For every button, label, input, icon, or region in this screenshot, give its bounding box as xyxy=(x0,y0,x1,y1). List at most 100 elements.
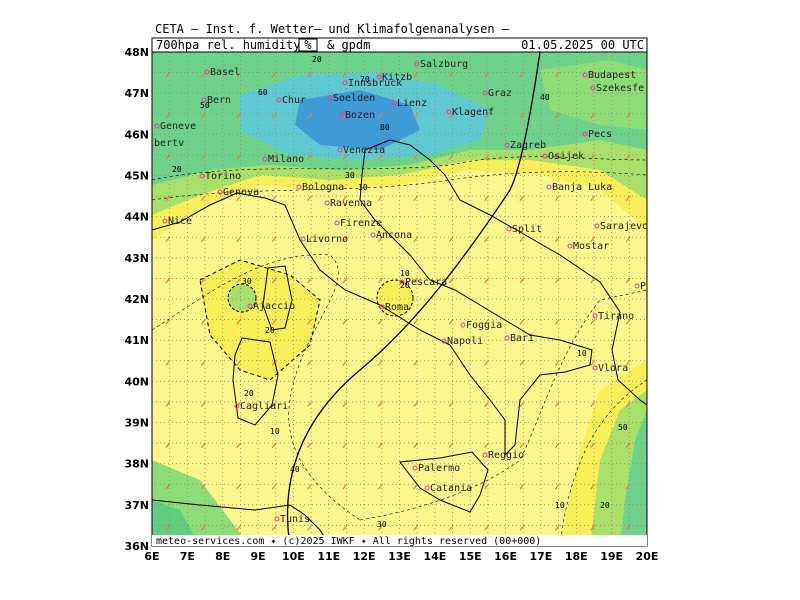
wind-arrow xyxy=(236,318,242,325)
city-label: Reggio xyxy=(488,450,524,461)
city-marker xyxy=(339,112,345,118)
city-marker xyxy=(414,61,420,67)
lat-label: 47N xyxy=(124,87,149,100)
city-marker xyxy=(482,452,488,458)
city-marker xyxy=(334,220,340,226)
city-label: Budapest xyxy=(588,70,636,81)
footer: meteo-services.com ✦ (c)2025 IWKF ✦ All … xyxy=(156,536,541,547)
wind-arrow xyxy=(342,277,348,284)
contour-label: 20 xyxy=(312,55,322,64)
wind-arrow xyxy=(625,236,631,243)
wind-arrow xyxy=(554,236,560,243)
city-marker xyxy=(542,153,548,159)
wind-arrow xyxy=(236,195,242,201)
city-marker xyxy=(504,335,510,341)
lat-label: 40N xyxy=(124,375,149,388)
lon-label: 17E xyxy=(530,550,553,563)
wind-arrow xyxy=(271,401,277,407)
city-marker xyxy=(370,232,376,238)
wind-arrow xyxy=(200,360,206,366)
city-marker xyxy=(460,322,466,328)
wind-arrow xyxy=(625,71,631,78)
city-label: Klagenf xyxy=(452,107,494,118)
lat-label: 37N xyxy=(124,499,149,512)
wind-arrow xyxy=(590,277,596,284)
wind-arrow xyxy=(165,277,171,284)
wind-arrow xyxy=(413,236,419,243)
wind-arrow xyxy=(625,112,631,119)
wind-arrow xyxy=(484,195,490,201)
city-label: Albertv xyxy=(142,138,184,149)
wind-arrow xyxy=(519,318,525,325)
wind-arrow xyxy=(519,483,525,490)
lon-label: 7E xyxy=(180,550,195,563)
wind-arrow xyxy=(519,360,525,366)
city-label: Geneve xyxy=(160,121,196,132)
wind-arrow xyxy=(342,195,348,201)
lat-label: 38N xyxy=(124,458,149,471)
city-label: Ancona xyxy=(376,230,412,241)
wind-arrow xyxy=(590,442,596,449)
product: 700hpa_rel._humidity xyxy=(156,38,301,52)
wind-arrow xyxy=(413,195,419,201)
wind-arrow xyxy=(200,318,206,325)
lon-label: 8E xyxy=(215,550,230,563)
wind-arrow xyxy=(554,277,560,284)
wind-arrow xyxy=(590,360,596,366)
wind-arrow xyxy=(448,401,454,407)
city-marker xyxy=(567,243,573,249)
city-label: Kitzb xyxy=(382,72,412,83)
wind-arrow xyxy=(377,195,383,201)
lat-label: 41N xyxy=(124,334,149,347)
wind-arrow xyxy=(307,277,313,284)
contour-label: 10 xyxy=(358,183,368,192)
city-marker xyxy=(592,365,598,371)
contour-label: 30 xyxy=(242,277,252,286)
lat-label: 48N xyxy=(124,46,149,59)
city-label: Podgorica xyxy=(640,281,694,292)
wind-arrow xyxy=(519,442,525,449)
title-bar xyxy=(151,37,648,53)
wind-arrow xyxy=(590,318,596,325)
wind-arrow xyxy=(590,401,596,407)
wind-arrow xyxy=(484,236,490,243)
wind-arrow xyxy=(554,524,560,531)
contour-label: 50 xyxy=(200,101,210,110)
city-marker xyxy=(234,403,240,409)
city-marker xyxy=(506,226,512,232)
city-label: Bologna xyxy=(302,182,344,193)
city-marker xyxy=(446,109,452,115)
city-marker xyxy=(201,97,207,103)
wind-arrow xyxy=(448,154,454,160)
wind-arrow xyxy=(413,71,419,78)
isohypse xyxy=(286,52,541,546)
wind-arrow xyxy=(448,236,454,243)
city-label: Torino xyxy=(205,171,241,182)
contour-label: 20 xyxy=(600,501,610,510)
wind-arrow xyxy=(236,442,242,449)
wind-arrow xyxy=(519,401,525,407)
wind-arrow xyxy=(625,154,631,160)
wind-arrow xyxy=(271,112,277,119)
wind-arrow xyxy=(307,360,313,366)
city-label: Banja Luka xyxy=(552,182,612,193)
wind-arrow xyxy=(377,277,383,284)
wind-arrow xyxy=(307,236,313,243)
city-label: Milano xyxy=(268,154,304,165)
lon-label: 16E xyxy=(494,550,517,563)
wind-arrow xyxy=(200,483,206,490)
lat-label: 45N xyxy=(124,170,149,183)
contour-label: 30 xyxy=(377,520,387,529)
contour-label: 10 xyxy=(400,269,410,278)
city-marker xyxy=(274,516,280,522)
wind-arrow xyxy=(625,442,631,449)
wind-arrow xyxy=(590,112,596,119)
wind-arrow xyxy=(342,442,348,449)
city-label: Bozen xyxy=(345,110,375,121)
city-marker xyxy=(592,313,598,319)
wind-arrow xyxy=(236,401,242,407)
city-marker xyxy=(137,141,141,145)
city-marker xyxy=(482,90,488,96)
wind-arrow xyxy=(413,277,419,284)
